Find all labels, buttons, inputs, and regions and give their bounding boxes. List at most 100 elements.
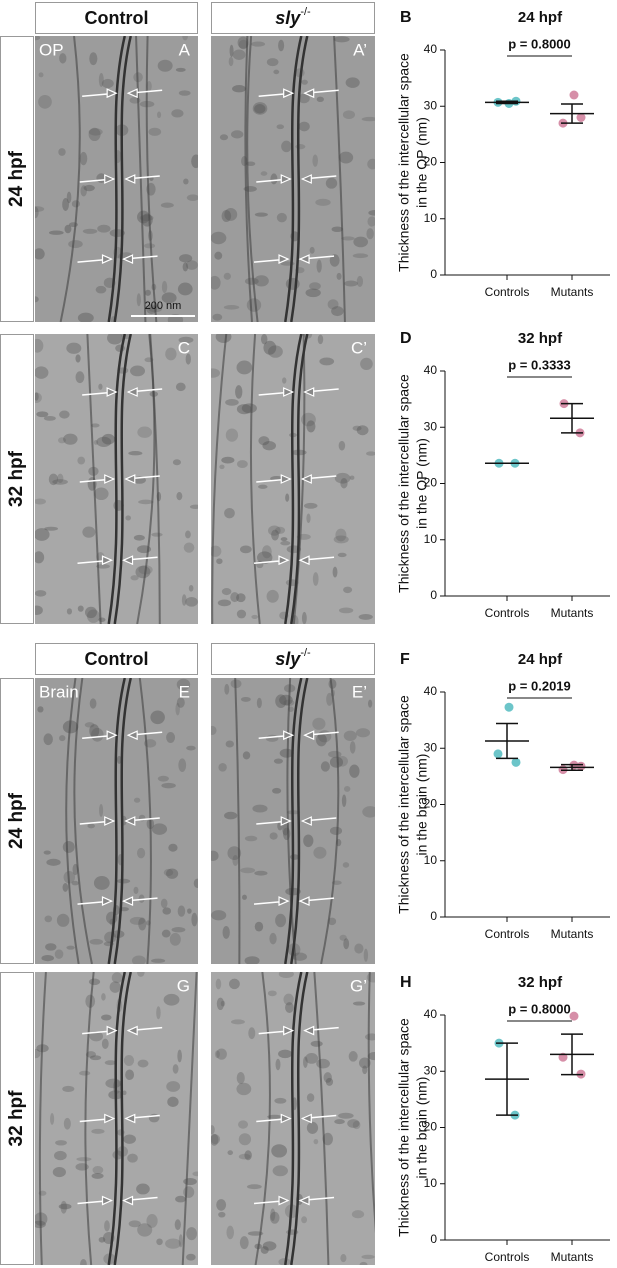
texture xyxy=(54,949,64,959)
arrow-head xyxy=(104,474,116,484)
row-label: 24 hpf xyxy=(6,150,27,207)
membrane-fold xyxy=(86,334,102,624)
texture xyxy=(43,415,56,421)
texture xyxy=(238,1133,252,1146)
texture xyxy=(91,1173,104,1179)
header-superscript: -/- xyxy=(300,6,311,18)
arrow-head xyxy=(278,896,290,907)
data-point xyxy=(511,757,521,767)
y-tick-label: 10 xyxy=(424,211,438,225)
texture xyxy=(326,692,333,706)
texture xyxy=(183,1177,197,1186)
texture xyxy=(59,410,70,419)
texture xyxy=(92,1165,104,1174)
texture xyxy=(268,345,283,358)
texture xyxy=(363,948,369,962)
texture xyxy=(367,699,373,708)
texture xyxy=(305,288,321,298)
texture xyxy=(157,775,169,782)
texture xyxy=(332,566,338,578)
texture xyxy=(35,248,45,260)
texture xyxy=(133,886,139,895)
texture xyxy=(175,67,186,72)
texture xyxy=(227,1150,234,1156)
texture xyxy=(211,368,221,378)
texture xyxy=(236,360,253,375)
y-tick-label: 20 xyxy=(424,1120,438,1134)
texture xyxy=(86,609,100,623)
texture xyxy=(352,425,362,431)
texture xyxy=(211,910,227,921)
texture xyxy=(35,590,47,597)
texture xyxy=(275,694,287,708)
texture xyxy=(137,426,153,438)
texture xyxy=(35,1220,46,1229)
texture xyxy=(58,437,66,444)
texture xyxy=(101,1038,109,1050)
texture xyxy=(242,894,247,900)
texture xyxy=(310,1040,323,1047)
texture xyxy=(157,59,173,72)
texture xyxy=(89,724,100,738)
header-text: Control xyxy=(85,8,149,28)
texture xyxy=(98,72,104,87)
texture xyxy=(353,236,369,248)
texture xyxy=(232,85,247,93)
texture xyxy=(62,840,75,853)
membrane xyxy=(284,36,303,322)
texture xyxy=(77,456,86,465)
em-content xyxy=(35,678,198,964)
texture xyxy=(339,934,347,941)
arrow-head xyxy=(101,555,113,566)
panel-letter: E xyxy=(179,682,190,701)
arrow-head xyxy=(122,896,134,907)
chart-title: 32 hpf xyxy=(518,974,563,991)
texture xyxy=(117,755,122,764)
texture xyxy=(177,1049,182,1063)
texture xyxy=(331,306,344,317)
membrane xyxy=(290,972,309,1265)
arrow-head xyxy=(124,474,136,484)
texture xyxy=(163,868,174,877)
arrow-head xyxy=(303,88,315,99)
texture xyxy=(263,340,277,355)
texture xyxy=(325,177,338,189)
texture xyxy=(280,540,291,546)
data-point xyxy=(569,90,579,100)
membrane-fold xyxy=(59,36,81,322)
texture xyxy=(266,58,279,67)
texture xyxy=(333,36,350,43)
texture xyxy=(230,592,240,603)
texture xyxy=(258,436,270,446)
texture xyxy=(58,1203,72,1210)
texture xyxy=(343,586,353,594)
texture xyxy=(214,1050,220,1059)
p-value: p = 0.2019 xyxy=(508,678,571,693)
texture xyxy=(166,1081,181,1092)
texture xyxy=(328,750,342,758)
texture xyxy=(366,451,375,456)
texture xyxy=(248,1027,256,1040)
texture xyxy=(342,110,356,120)
membrane-fold xyxy=(181,972,198,1265)
texture xyxy=(303,502,318,509)
texture xyxy=(161,280,168,294)
texture xyxy=(178,758,187,773)
texture xyxy=(150,710,165,725)
texture xyxy=(275,1058,281,1071)
texture xyxy=(43,850,51,855)
membrane xyxy=(290,334,309,624)
arrow-head xyxy=(124,174,136,184)
texture xyxy=(160,898,168,909)
membrane xyxy=(113,678,132,964)
texture xyxy=(298,121,310,132)
texture xyxy=(242,751,251,760)
texture xyxy=(272,1165,288,1177)
texture xyxy=(317,334,324,345)
texture xyxy=(66,191,72,204)
texture xyxy=(181,594,187,606)
texture xyxy=(354,943,364,954)
texture xyxy=(305,1053,319,1064)
x-tick-label: Controls xyxy=(485,927,530,941)
texture xyxy=(165,1238,182,1249)
